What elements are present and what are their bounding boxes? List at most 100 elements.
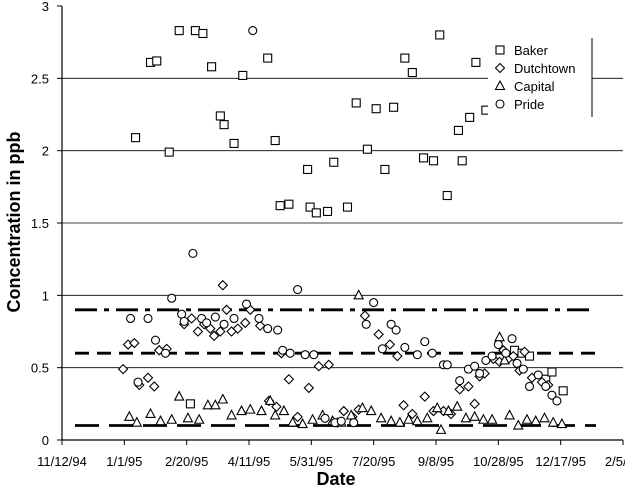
dutchtown-point <box>292 411 303 423</box>
legend-box <box>488 38 592 117</box>
baker-point <box>471 57 481 67</box>
capital-point <box>244 403 256 414</box>
dutchtown-point <box>519 346 530 358</box>
baker-point <box>303 164 313 175</box>
baker-point <box>428 156 439 166</box>
dutchtown-point <box>283 373 295 385</box>
capital-point <box>131 416 143 427</box>
capital-point <box>530 415 542 426</box>
baker-point <box>362 144 372 154</box>
capital-point <box>307 413 318 424</box>
baker-point <box>547 367 557 377</box>
pride-point <box>320 413 330 423</box>
capital-point <box>411 415 423 426</box>
pride-point <box>278 345 288 355</box>
y-tick-label: 1.5 <box>31 216 49 231</box>
legend-label-capital: Capital <box>514 79 555 94</box>
pride-point <box>309 350 319 360</box>
capital-point <box>297 417 309 429</box>
pride-point <box>547 390 557 400</box>
dutchtown-point <box>208 330 220 342</box>
baker-point <box>305 202 315 212</box>
y-tick-label: 3 <box>42 0 49 14</box>
pride-point <box>481 355 491 365</box>
baker-point <box>207 62 217 72</box>
pride-point <box>369 298 379 308</box>
pride-point <box>541 381 551 392</box>
dutchtown-point <box>192 326 204 337</box>
dutchtown-point <box>117 363 129 375</box>
pride-point <box>349 418 359 428</box>
x-axis-ticks: 11/12/94 1/1/95 2/20/95 4/11/95 5/31/95 7/20/… <box>37 440 625 469</box>
dutchtown-point <box>392 350 403 362</box>
dutchtown-point <box>215 326 226 337</box>
series-pride <box>126 26 562 428</box>
pride-point <box>293 284 303 295</box>
capital-point <box>182 412 194 423</box>
dutchtown-point <box>142 372 154 384</box>
dutchtown-point <box>186 313 197 324</box>
dutchtown-point <box>217 279 229 291</box>
dutchtown-point <box>239 317 251 329</box>
pride-point <box>487 351 497 361</box>
legend: Baker Dutchtown Capital Pride <box>488 38 593 117</box>
pride-point <box>219 319 229 329</box>
dutchtown-point <box>508 350 519 362</box>
baker-point <box>371 104 381 114</box>
capital-point <box>365 404 377 416</box>
x-tick-label: 2/5/96 <box>605 454 625 469</box>
dutchtown-point <box>254 320 266 331</box>
pride-point <box>179 316 189 326</box>
dutchtown-point <box>454 384 465 395</box>
x-tick-label: 4/11/95 <box>228 454 270 469</box>
capital-point <box>451 400 463 411</box>
pride-point <box>470 361 480 371</box>
baker-point <box>407 67 417 78</box>
capital-point <box>353 289 365 300</box>
capital-point <box>512 419 524 430</box>
capital-point <box>556 417 568 429</box>
x-tick-label: 11/12/94 <box>37 454 87 469</box>
dutchtown-point <box>407 408 418 420</box>
baker-point <box>524 351 535 361</box>
baker-point <box>190 26 200 36</box>
dutchtown-point <box>232 323 244 334</box>
baker-point <box>164 147 174 157</box>
pride-point <box>188 248 198 258</box>
series-capital <box>123 289 568 434</box>
pride-point <box>524 381 535 392</box>
pride-point <box>377 344 387 354</box>
dutchtown-point <box>419 391 431 402</box>
capital-point <box>193 413 205 424</box>
baker-point <box>329 157 339 167</box>
capital-point <box>202 399 214 410</box>
baker-point <box>380 164 390 175</box>
capital-point <box>431 401 443 413</box>
capital-point <box>236 404 247 416</box>
baker-point <box>342 202 353 212</box>
dutchtown-point <box>148 381 160 392</box>
capital-point <box>421 412 433 423</box>
x-tick-label: 12/17/95 <box>535 454 586 469</box>
baker-point <box>465 112 475 122</box>
dutchtown-point <box>303 382 315 394</box>
pride-point <box>518 364 528 374</box>
pride-point <box>412 350 422 360</box>
y-tick-label: 2.5 <box>31 71 49 86</box>
baker-point <box>322 206 333 216</box>
capital-point <box>477 413 489 424</box>
pride-point <box>400 342 410 352</box>
y-axis-ticks: 0 0.5 1 1.5 2 2.5 3 <box>31 0 62 448</box>
capital-point <box>403 413 414 424</box>
capital-point <box>264 394 276 405</box>
capital-point <box>226 409 237 420</box>
capital-point <box>209 399 221 410</box>
pride-point <box>552 396 562 406</box>
capital-point <box>145 407 156 419</box>
pride-point <box>285 348 295 358</box>
pride-point <box>336 416 346 426</box>
pride-point <box>501 348 511 358</box>
baker-point <box>270 135 280 146</box>
pride-point <box>512 358 522 368</box>
